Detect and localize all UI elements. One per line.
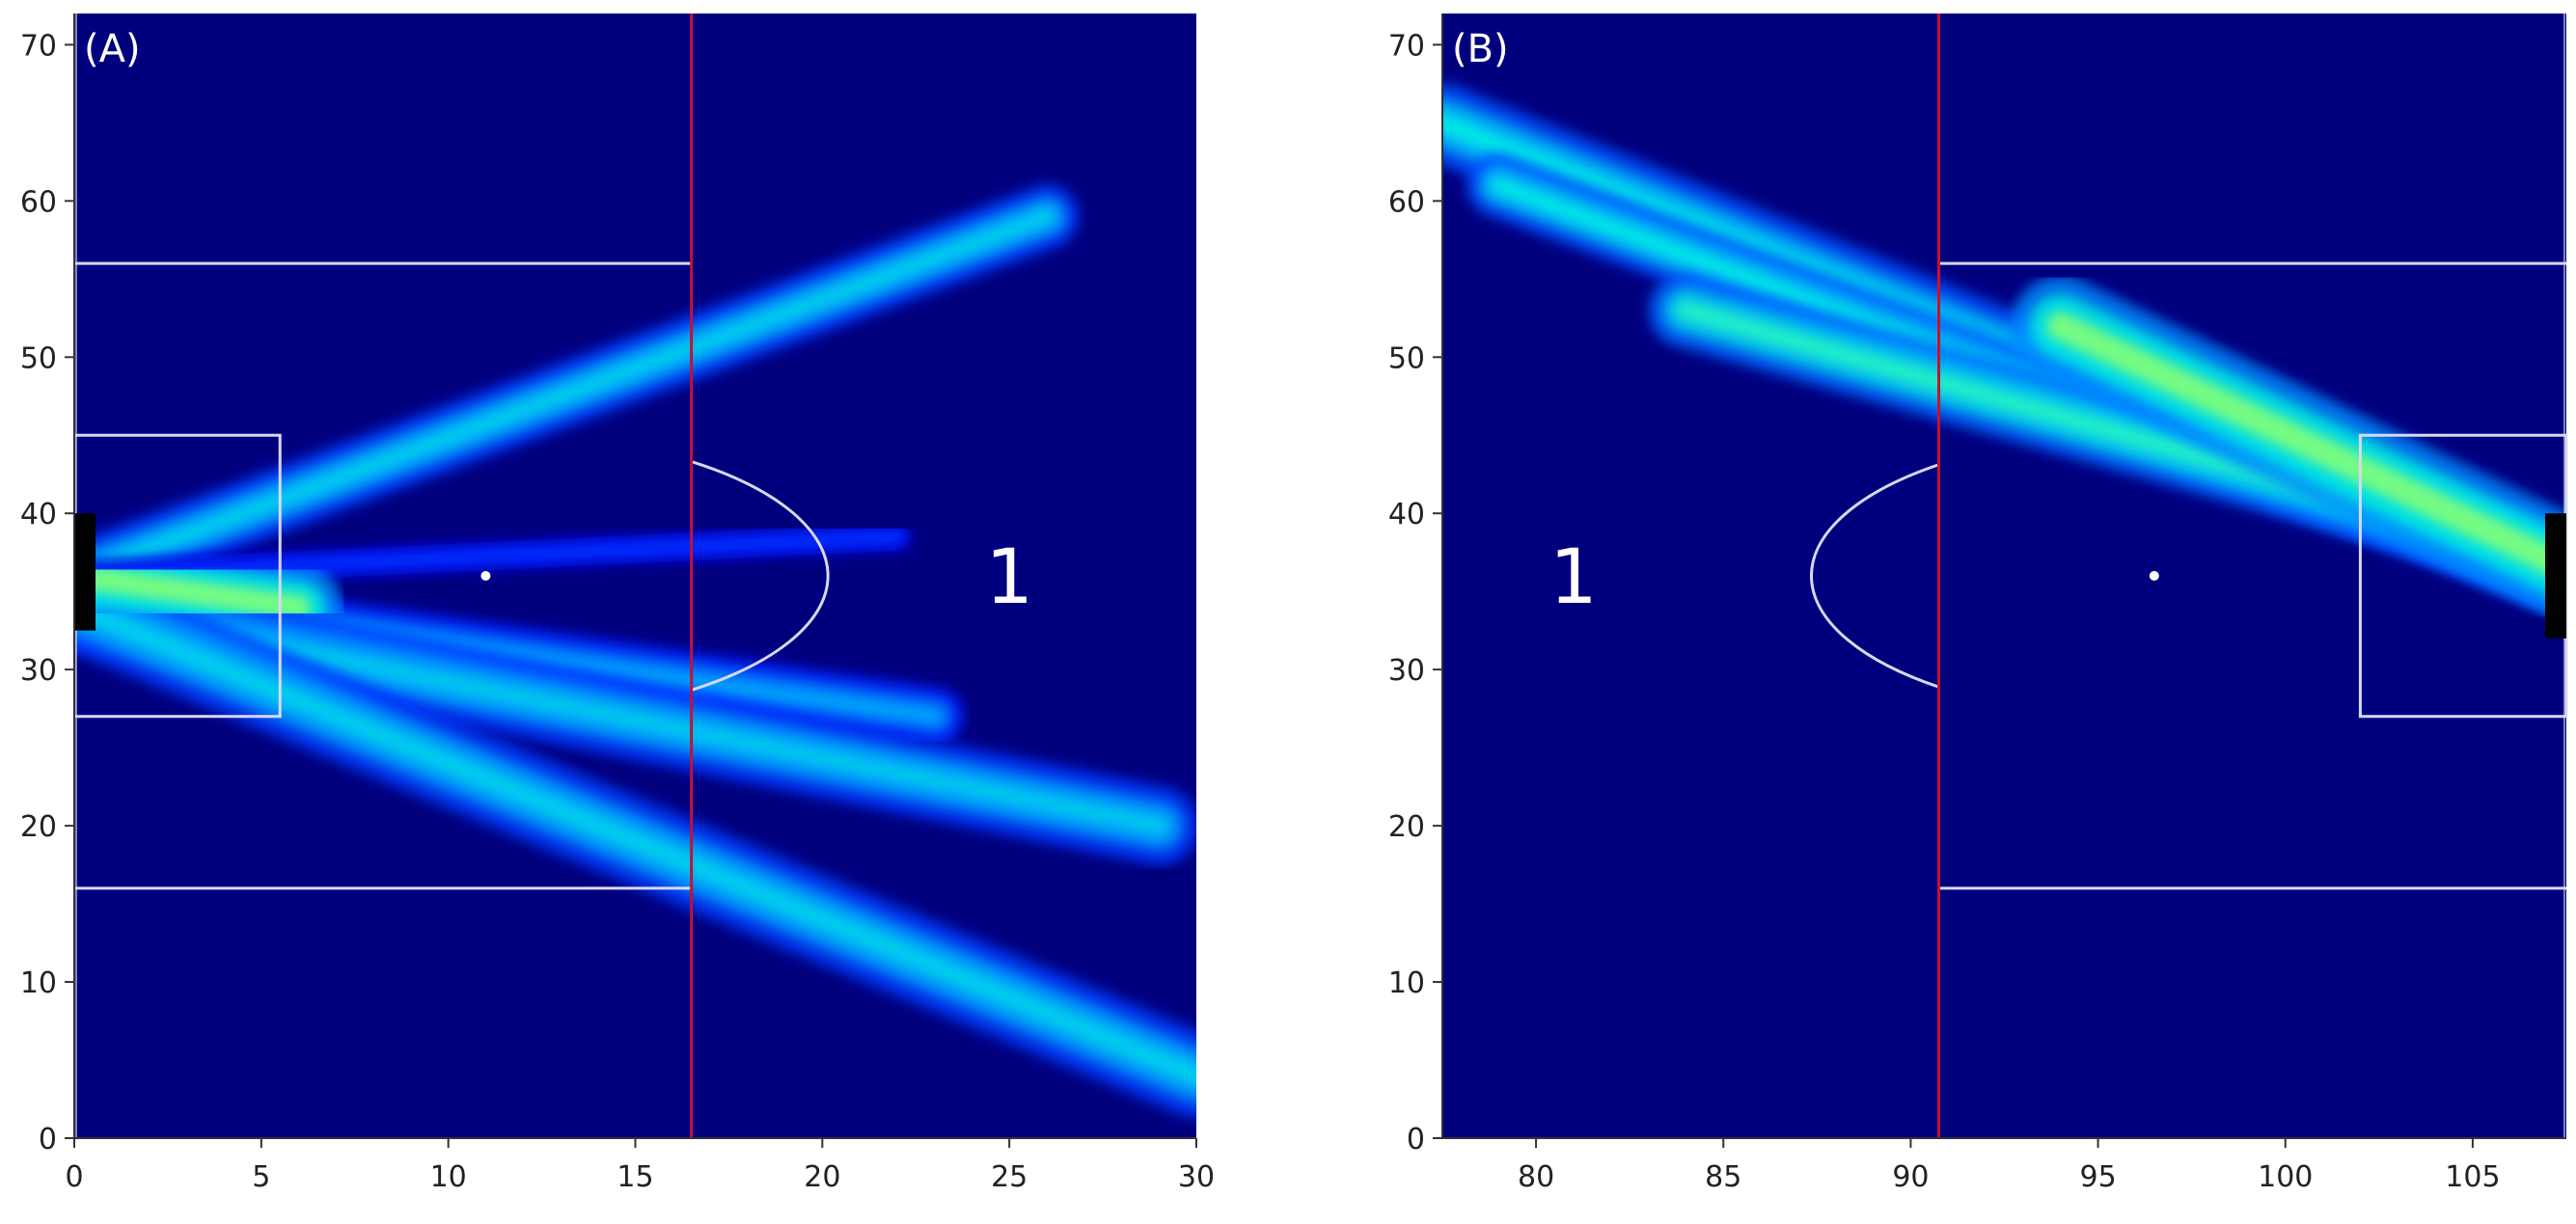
panel-label: (A): [84, 27, 141, 71]
y-tick-label: 10: [1388, 966, 1425, 1000]
panel-label: (B): [1452, 27, 1509, 71]
x-tick-label: 100: [2258, 1160, 2313, 1194]
penalty-box-line: [1938, 261, 2566, 890]
x-tick-label: 90: [1892, 1160, 1929, 1194]
shot-beam-6: [74, 563, 312, 620]
y-tick-label: 60: [1388, 185, 1425, 219]
goal: [2545, 513, 2566, 639]
x-tick-label: 25: [991, 1160, 1028, 1194]
shot-beam-5: [74, 595, 1196, 1088]
shot-beams: [1442, 82, 2566, 618]
x-tick-label: 85: [1705, 1160, 1741, 1194]
heatmap-b: 0 10 20 30 40 50 60 70 80 85 90 95 100 105 (B) 1: [1388, 14, 2568, 1194]
shot-beam-4: [2046, 312, 2566, 583]
penalty-arc: [691, 460, 830, 692]
shot-beam-1: [74, 207, 1056, 585]
x-tick-label: 10: [430, 1160, 467, 1194]
y-tick-label: 0: [1407, 1123, 1425, 1156]
x-tick-label: 0: [65, 1160, 83, 1194]
x-tick-label: 20: [804, 1160, 840, 1194]
penalty-spot: [2149, 571, 2159, 581]
y-tick-label: 60: [20, 185, 57, 219]
y-tick-label: 40: [20, 498, 57, 531]
y-tick-label: 20: [1388, 810, 1425, 844]
y-tick-label: 70: [1388, 29, 1425, 63]
y-tick-label: 20: [20, 810, 57, 844]
x-tick-label: 80: [1518, 1160, 1554, 1194]
y-tick-label: 10: [20, 966, 57, 1000]
y-tick-label: 40: [1388, 498, 1425, 531]
y-tick-label: 30: [1388, 654, 1425, 688]
penalty-spot: [480, 571, 491, 581]
x-tick-label: 5: [252, 1160, 270, 1194]
y-tick-label: 50: [1388, 341, 1425, 375]
penalty-arc: [1810, 463, 1940, 689]
y-tick-label: 30: [20, 654, 57, 688]
y-tick-label: 70: [20, 29, 57, 63]
x-tick-label: 105: [2445, 1160, 2500, 1194]
chart-panel-a: 0 10 20 30 40 50 60 70 0 5 10 15 20 25 30 (A) 1: [20, 14, 1215, 1194]
shot-beams: [74, 183, 1196, 1119]
heatmap-a: 0 10 20 30 40 50 60 70 0 5 10 15 20 25 30 (A) 1: [20, 14, 1215, 1194]
chart-panel-b: 0 10 20 30 40 50 60 70 80 85 90 95 100 105 (B) 1: [1288, 0, 2576, 1224]
y-tick-label: 50: [20, 341, 57, 375]
zone-label: 1: [985, 534, 1033, 621]
zone-label: 1: [1549, 534, 1598, 621]
x-tick-label: 95: [2079, 1160, 2116, 1194]
x-tick-label: 30: [1178, 1160, 1215, 1194]
goal: [74, 513, 96, 631]
x-tick-label: 15: [617, 1160, 653, 1194]
penalty-box-line: [74, 261, 692, 890]
y-tick-label: 0: [39, 1123, 57, 1156]
